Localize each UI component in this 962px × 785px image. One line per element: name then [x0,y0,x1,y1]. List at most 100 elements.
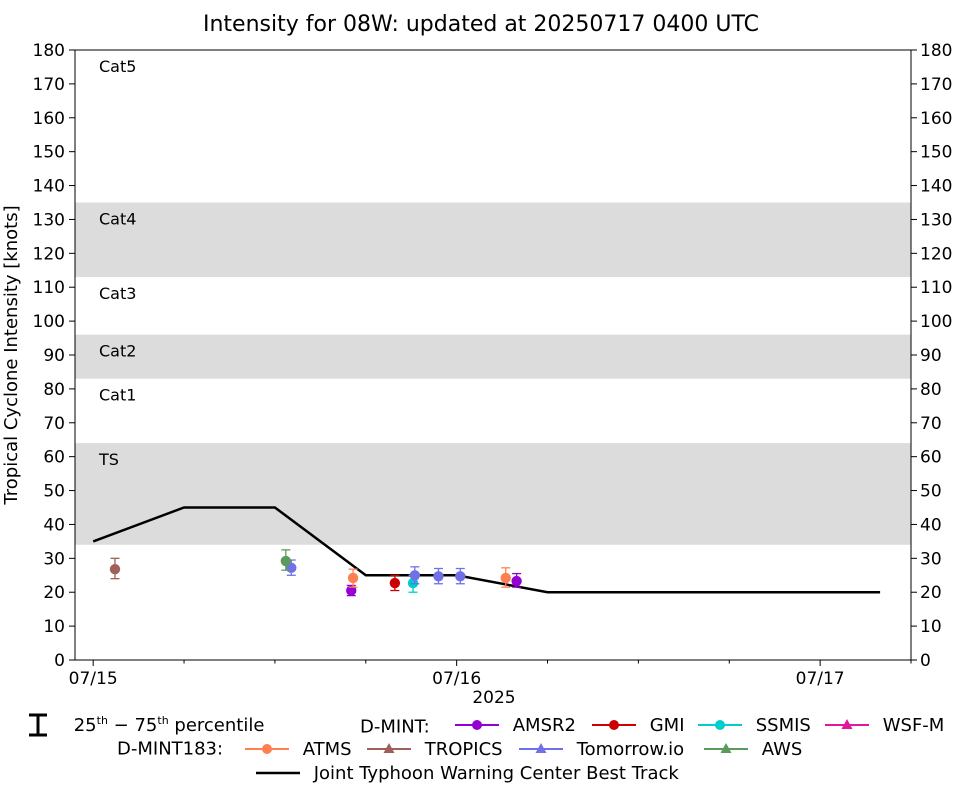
y-tick-label-right: 170 [920,75,952,95]
legend-gmi: GMI [590,714,685,736]
y-tick-label-left: 180 [33,41,65,61]
tomorrow-line-marker-icon [519,743,563,753]
legend-percentile: 25th − 75th percentile [24,712,264,738]
y-tick-label-right: 140 [920,177,952,197]
estimate-tomorrow-io [409,566,421,585]
band-ts [75,443,911,545]
legend-amsr2: AMSR2 [453,714,576,736]
intensity-estimates [109,549,522,597]
y-axis-label: Tropical Cyclone Intensity [knots] [1,205,22,505]
y-tick-label-left: 110 [33,278,65,298]
x-tick-label: 07/15 [69,669,118,689]
estimate-tropics [109,557,121,580]
errorbar-icon [29,713,47,737]
y-tick-label-left: 50 [43,482,65,502]
y-tick-label-right: 160 [920,109,952,129]
plot-axes: 0 0 10 10 20 20 30 30 40 40 50 50 60 60 70 70 80 80 90 90 10… [33,41,953,689]
y-tick-label-left: 140 [33,177,65,197]
estimate-atms [500,567,511,588]
y-tick-label-left: 130 [33,210,65,230]
band-cat2 [75,334,911,379]
percentile-mid: − 75 [107,715,158,736]
percentile-suffix: percentile [168,715,265,736]
band-cat4 [75,202,911,278]
y-tick-label-right: 30 [920,549,942,569]
y-tick-label-left: 100 [33,312,65,332]
x-tick-label: 07/16 [432,669,481,689]
percentile-sup2: th [157,714,169,727]
estimate-marker [389,577,401,589]
estimate-marker [511,575,522,587]
percentile-sup1: th [96,714,108,727]
band-label-cat3: Cat3 [99,284,136,303]
legend-best-track: Joint Typhoon Warning Center Best Track [254,762,679,784]
y-tick-label-right: 60 [920,448,942,468]
y-tick-label-right: 0 [920,651,931,671]
legend: 25th − 75th percentile D-MINT: AMSR2 GMI… [0,708,962,785]
band-label-cat1: Cat1 [99,386,136,405]
aws-line-marker-icon [704,743,748,753]
y-tick-label-left: 10 [43,617,65,637]
y-tick-label-left: 60 [43,448,65,468]
estimate-marker [407,577,419,589]
x-axis-label: 2025 [472,688,515,708]
y-tick-label-right: 120 [920,244,952,264]
y-tick-label-right: 90 [920,346,942,366]
ssmis-line-marker-icon [698,720,742,730]
estimate-tomorrow-io [433,567,444,585]
legend-tomorrow: Tomorrow.io [517,738,684,760]
band-label-cat4: Cat4 [99,210,136,229]
y-tick-label-right: 100 [920,312,952,332]
atms-line-marker-icon [245,744,289,754]
y-tick-label-right: 130 [920,210,952,230]
y-tick-label-right: 70 [920,414,942,434]
best-track-line-group [92,506,881,594]
percentile-prefix: 25 [73,715,97,736]
y-tick-label-left: 90 [43,346,65,366]
y-tick-label-left: 30 [43,549,65,569]
y-tick-label-left: 0 [54,651,65,671]
estimate-marker [500,572,511,584]
y-tick-label-left: 160 [33,109,65,129]
y-tick-label-right: 40 [920,515,942,535]
band-label-ts: TS [98,450,119,469]
y-tick-label-right: 110 [920,278,952,298]
y-tick-label-left: 170 [33,75,65,95]
y-tick-label-right: 10 [920,617,942,637]
estimate-amsr2 [346,584,357,597]
tropics-line-marker-icon [367,743,411,753]
y-tick-label-right: 20 [920,583,942,603]
estimate-marker [455,571,466,582]
estimate-amsr2 [511,572,522,588]
estimate-marker [346,585,357,596]
band-label-cat2: Cat2 [99,342,136,361]
estimate-marker [347,572,359,584]
estimate-atms [347,568,359,588]
legend-ssmis: SSMIS [696,714,811,736]
estimate-marker [109,563,121,575]
best-track-line [92,506,881,594]
estimate-marker [409,570,421,581]
y-tick-label-left: 70 [43,414,65,434]
chart-title: Intensity for 08W: updated at 20250717 0… [203,12,759,37]
estimate-gmi [389,574,401,592]
y-tick-label-right: 50 [920,482,942,502]
category-bands: TS Cat1 Cat2 Cat3 Cat4 Cat5 [75,57,911,545]
amsr2-line-marker-icon [455,720,499,730]
intensity-chart: Intensity for 08W: updated at 20250717 0… [1,12,953,708]
estimate-tomorrow-io [455,567,466,585]
legend-tropics: TROPICS [365,738,503,760]
y-tick-label-left: 120 [33,244,65,264]
legend-dmint-label: D-MINT: [360,716,430,738]
y-tick-label-right: 180 [920,41,952,61]
legend-dmint183-label: D-MINT183: [117,738,224,760]
y-tick-label-left: 20 [43,583,65,603]
estimate-marker [280,555,292,567]
y-tick-label-left: 150 [33,143,65,163]
y-tick-label-right: 150 [920,143,952,163]
y-tick-label-left: 40 [43,515,65,535]
wsfm-line-marker-icon [825,719,869,729]
best-track-line-icon [256,771,300,775]
gmi-line-marker-icon [592,720,636,730]
x-tick-label: 07/17 [796,669,845,689]
